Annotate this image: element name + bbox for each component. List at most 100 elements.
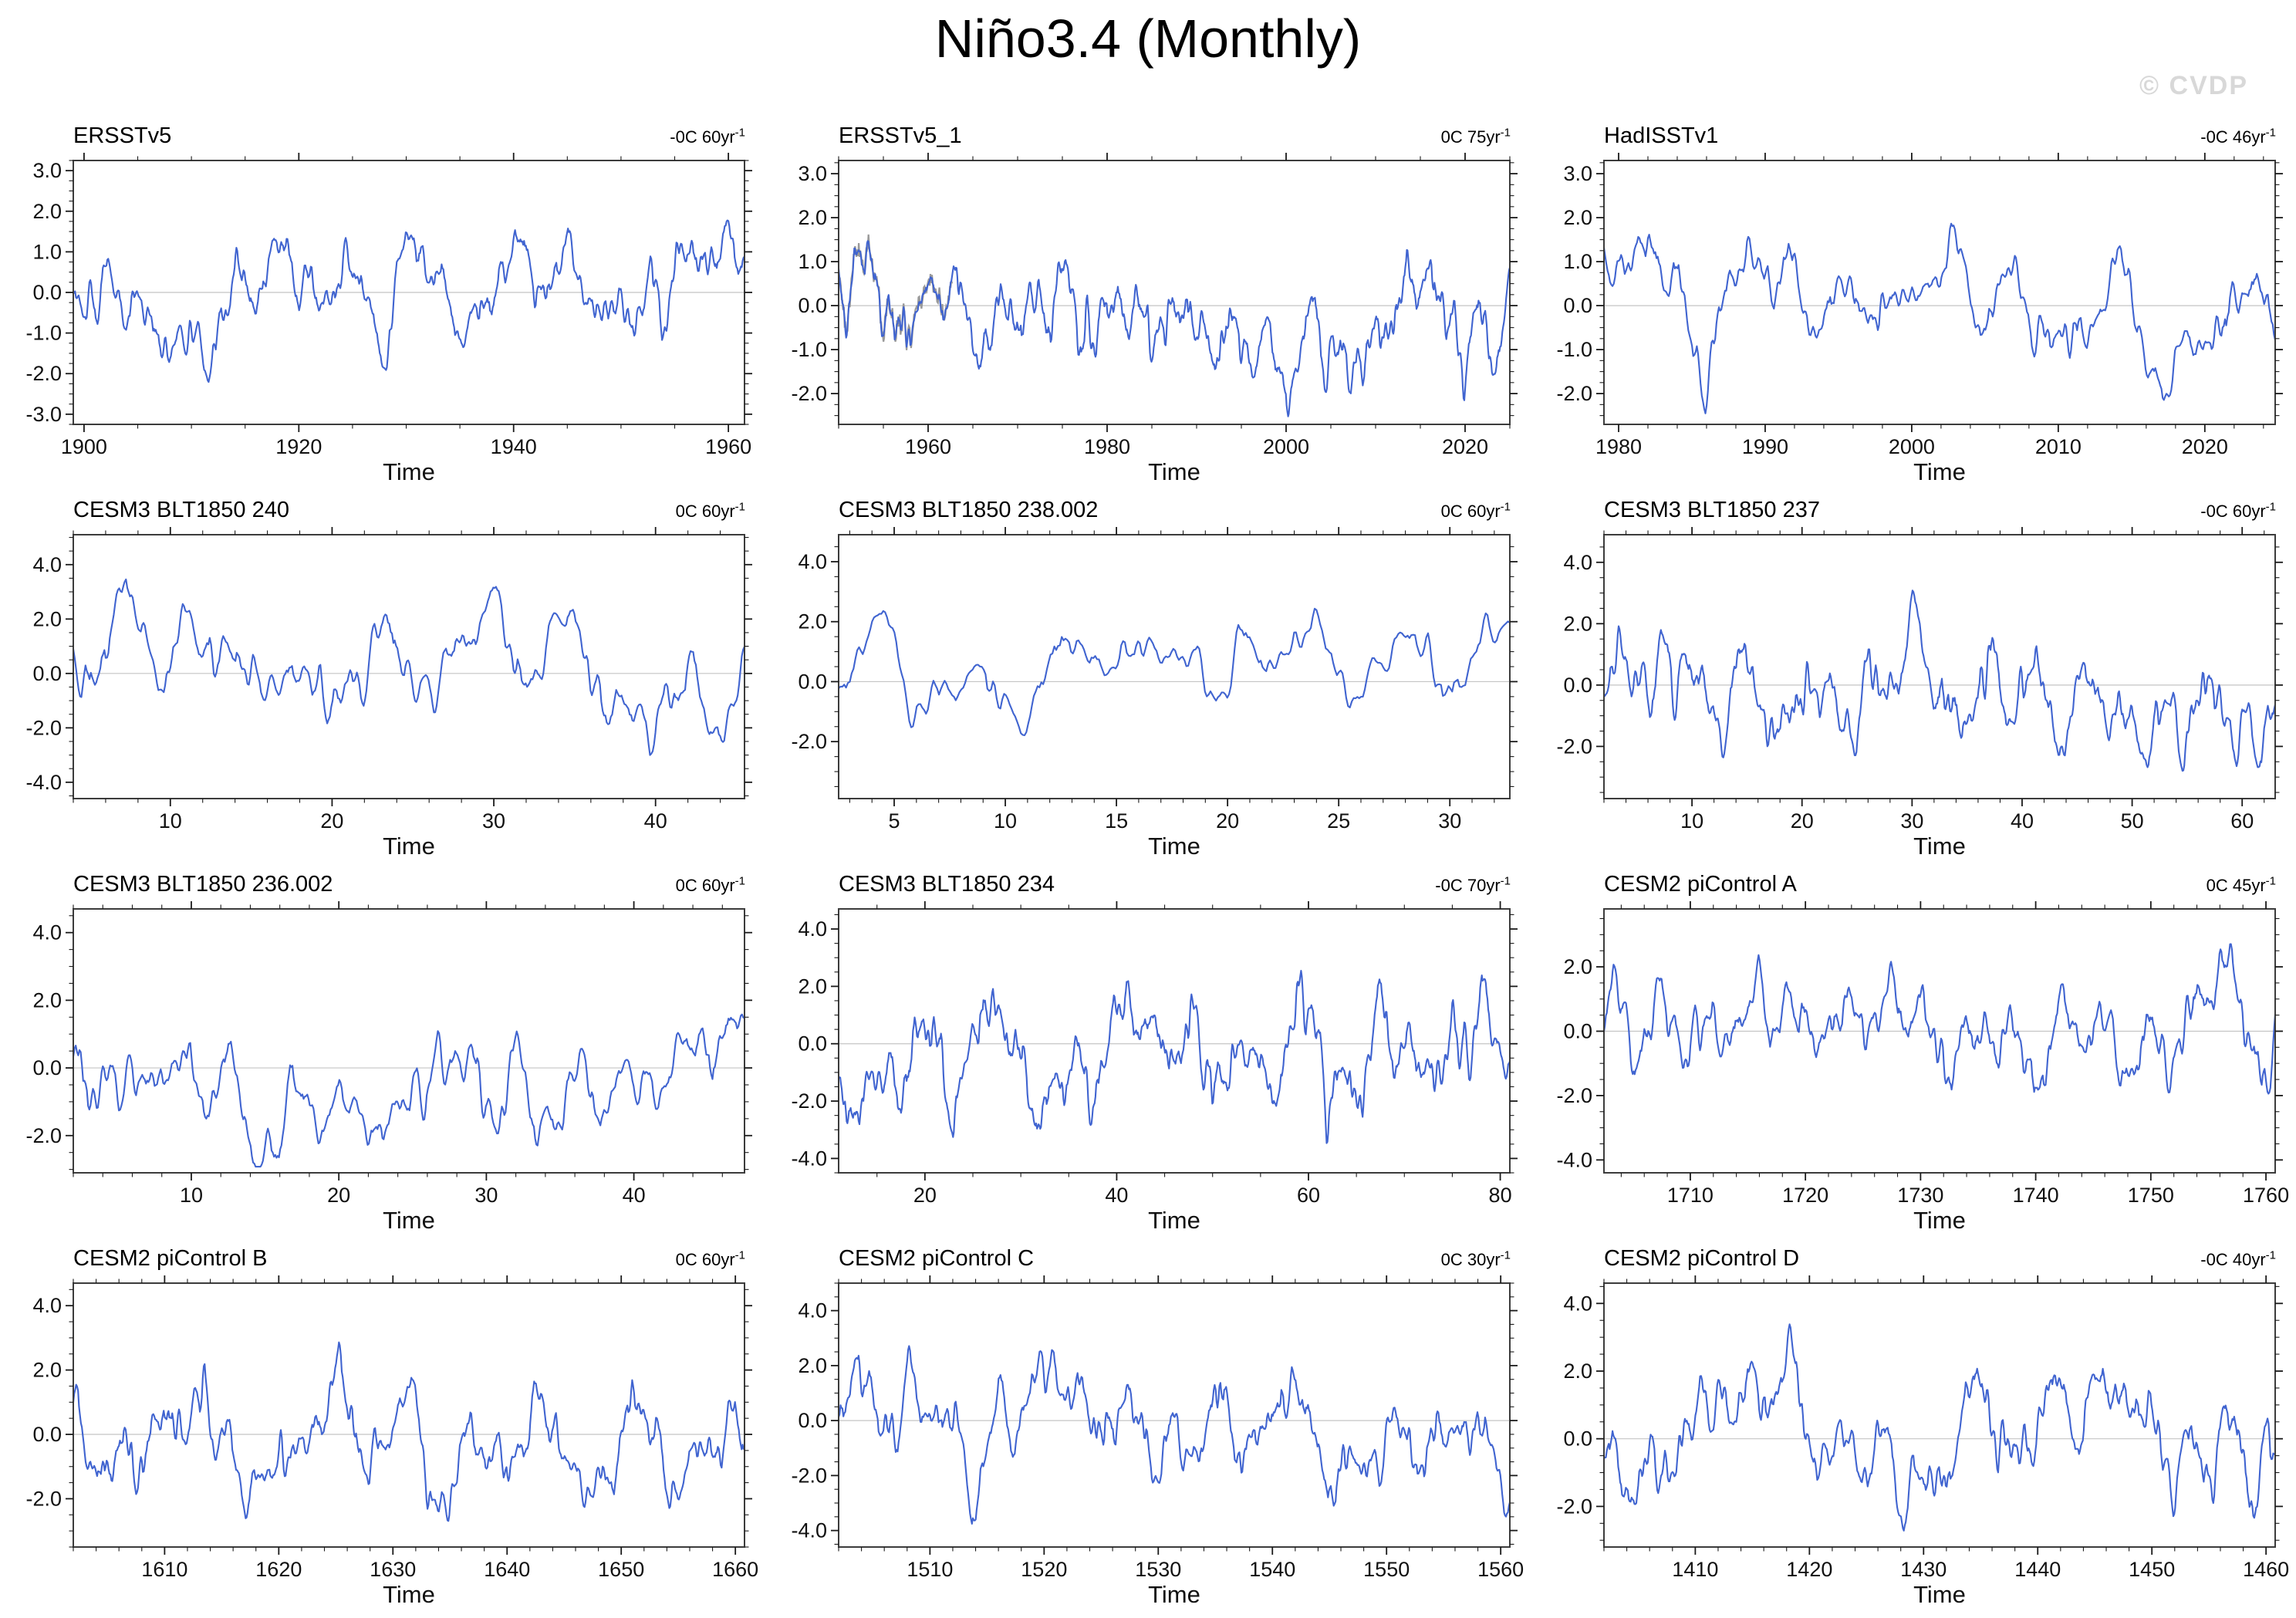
svg-text:40: 40 — [644, 809, 667, 833]
svg-text:4.0: 4.0 — [798, 1299, 827, 1322]
svg-text:-2.0: -2.0 — [791, 1089, 827, 1113]
svg-text:0.0: 0.0 — [32, 281, 62, 304]
svg-text:1980: 1980 — [1084, 435, 1130, 458]
trend-annotation: -0C 60yr-1 — [2200, 500, 2276, 521]
svg-text:60: 60 — [2230, 809, 2254, 833]
svg-text:1620: 1620 — [255, 1558, 302, 1581]
chart-title: CESM3 BLT1850 238.002 — [839, 498, 1099, 522]
svg-text:4.0: 4.0 — [32, 1294, 62, 1317]
svg-text:20: 20 — [1791, 809, 1814, 833]
svg-text:2.0: 2.0 — [798, 206, 827, 229]
trend-annotation: -0C 46yr-1 — [2200, 126, 2276, 147]
svg-text:2.0: 2.0 — [32, 607, 62, 630]
svg-text:1610: 1610 — [141, 1558, 187, 1581]
svg-text:2.0: 2.0 — [1563, 1360, 1592, 1383]
svg-text:40: 40 — [1105, 1184, 1128, 1207]
svg-text:3.0: 3.0 — [1563, 162, 1592, 185]
svg-text:2.0: 2.0 — [1563, 955, 1592, 978]
chart-cesm2-picontrol-d: CESM2 piControl D -0C 40yr-1 1410 1420 143… — [1531, 1237, 2296, 1611]
chart-title: CESM2 piControl D — [1604, 1246, 1800, 1271]
svg-text:-2.0: -2.0 — [25, 1124, 62, 1147]
svg-text:40: 40 — [623, 1184, 646, 1207]
chart-title: CESM3 BLT1850 240 — [73, 498, 289, 522]
svg-text:1550: 1550 — [1363, 1558, 1410, 1581]
svg-text:20: 20 — [1216, 809, 1239, 833]
timeseries-plot: 10 20 30 40 4.0 2.0 0.0 -2.0 Time — [25, 901, 752, 1233]
svg-text:1460: 1460 — [2243, 1558, 2289, 1581]
timeseries-plot: 1410 1420 1430 1440 1450 1460 4.0 2.0 0.0 -2.0 Tim… — [1556, 1275, 2289, 1607]
svg-text:5: 5 — [889, 809, 900, 833]
svg-text:2.0: 2.0 — [1563, 612, 1592, 635]
timeseries-plot: 1610 1620 1630 1640 1650 1660 4.0 2.0 0.0 -2.0 Tim… — [25, 1275, 758, 1607]
svg-text:1.0: 1.0 — [798, 250, 827, 273]
x-axis-title: Time — [1148, 833, 1200, 859]
timeseries-plot: 5 10 15 20 25 30 4.0 2.0 0.0 -2.0 Time — [791, 527, 1518, 859]
svg-text:2.0: 2.0 — [32, 988, 62, 1012]
svg-text:1420: 1420 — [1786, 1558, 1832, 1581]
x-axis-title: Time — [383, 458, 435, 485]
svg-text:1.0: 1.0 — [1563, 250, 1592, 273]
x-axis-title: Time — [1913, 458, 1966, 485]
chart-cesm2-picontrol-a: CESM2 piControl A 0C 45yr-1 1710 1720 1730… — [1531, 863, 2296, 1237]
x-axis-title: Time — [1148, 458, 1200, 485]
svg-text:4.0: 4.0 — [798, 917, 827, 941]
svg-text:-2.0: -2.0 — [1556, 735, 1592, 758]
timeseries-plot: 1510 1520 1530 1540 1550 1560 4.0 2.0 0.0 -2.0 -4.… — [791, 1275, 1524, 1607]
svg-text:1710: 1710 — [1667, 1184, 1714, 1207]
svg-text:0.0: 0.0 — [32, 1056, 62, 1079]
svg-text:1960: 1960 — [905, 435, 951, 458]
trend-annotation: 0C 30yr-1 — [1440, 1248, 1511, 1269]
trend-annotation: 0C 75yr-1 — [1440, 126, 1511, 147]
chart-title: CESM2 piControl B — [73, 1246, 268, 1271]
svg-text:40: 40 — [2011, 809, 2034, 833]
svg-text:1720: 1720 — [1782, 1184, 1828, 1207]
svg-text:1410: 1410 — [1672, 1558, 1718, 1581]
timeseries-plot: 1960 1980 2000 2020 3.0 2.0 1.0 0.0 -1.0 -2.0 Time — [791, 153, 1518, 485]
svg-text:-3.0: -3.0 — [25, 403, 62, 426]
svg-text:0.0: 0.0 — [1563, 294, 1592, 317]
svg-text:3.0: 3.0 — [32, 159, 62, 182]
timeseries-plot: 10 20 30 40 50 60 4.0 2.0 0.0 -2.0 Time — [1556, 527, 2283, 859]
svg-text:-2.0: -2.0 — [25, 362, 62, 385]
trend-annotation: 0C 60yr-1 — [675, 1248, 745, 1269]
svg-text:-2.0: -2.0 — [25, 716, 62, 739]
svg-text:4.0: 4.0 — [32, 921, 62, 944]
svg-text:0.0: 0.0 — [798, 1032, 827, 1056]
x-axis-title: Time — [383, 1207, 435, 1233]
svg-text:-1.0: -1.0 — [25, 322, 62, 345]
svg-text:2.0: 2.0 — [32, 1359, 62, 1382]
svg-text:-2.0: -2.0 — [25, 1487, 62, 1510]
svg-text:1900: 1900 — [61, 435, 107, 458]
svg-text:30: 30 — [1900, 809, 1923, 833]
svg-text:0.0: 0.0 — [32, 662, 62, 685]
svg-text:3.0: 3.0 — [798, 162, 827, 185]
timeseries-plot: 1710 1720 1730 1740 1750 1760 2.0 0.0 -2.0 -4.0 Ti… — [1556, 901, 2289, 1233]
trend-annotation: 0C 60yr-1 — [675, 500, 745, 521]
timeseries-plot: 20 40 60 80 4.0 2.0 0.0 -2.0 -4.0 Time — [791, 901, 1518, 1233]
svg-text:1510: 1510 — [907, 1558, 953, 1581]
svg-text:20: 20 — [320, 809, 343, 833]
svg-text:1960: 1960 — [705, 435, 751, 458]
svg-text:1450: 1450 — [2129, 1558, 2175, 1581]
x-axis-title: Time — [1148, 1207, 1200, 1233]
svg-text:1940: 1940 — [491, 435, 537, 458]
x-axis-title: Time — [383, 1581, 435, 1607]
svg-text:4.0: 4.0 — [1563, 551, 1592, 574]
svg-text:10: 10 — [180, 1184, 203, 1207]
chart-hadisstv1: HadISSTv1 -0C 46yr-1 1980 1990 2000 2010 202… — [1531, 114, 2296, 488]
trend-annotation: 0C 60yr-1 — [675, 874, 745, 895]
svg-text:1560: 1560 — [1477, 1558, 1524, 1581]
svg-text:1730: 1730 — [1897, 1184, 1943, 1207]
svg-text:1440: 1440 — [2014, 1558, 2061, 1581]
svg-text:0.0: 0.0 — [1563, 1019, 1592, 1042]
svg-text:30: 30 — [482, 809, 505, 833]
chart-ersstv5: ERSSTv5 -0C 60yr-1 1900 1920 1940 1960 3.0 2.… — [0, 114, 765, 488]
svg-text:60: 60 — [1297, 1184, 1320, 1207]
svg-text:-4.0: -4.0 — [791, 1519, 827, 1542]
svg-text:80: 80 — [1489, 1184, 1512, 1207]
svg-text:-4.0: -4.0 — [1556, 1148, 1592, 1171]
svg-text:15: 15 — [1105, 809, 1128, 833]
trend-annotation: 0C 60yr-1 — [1440, 500, 1511, 521]
x-axis-title: Time — [1148, 1581, 1200, 1607]
